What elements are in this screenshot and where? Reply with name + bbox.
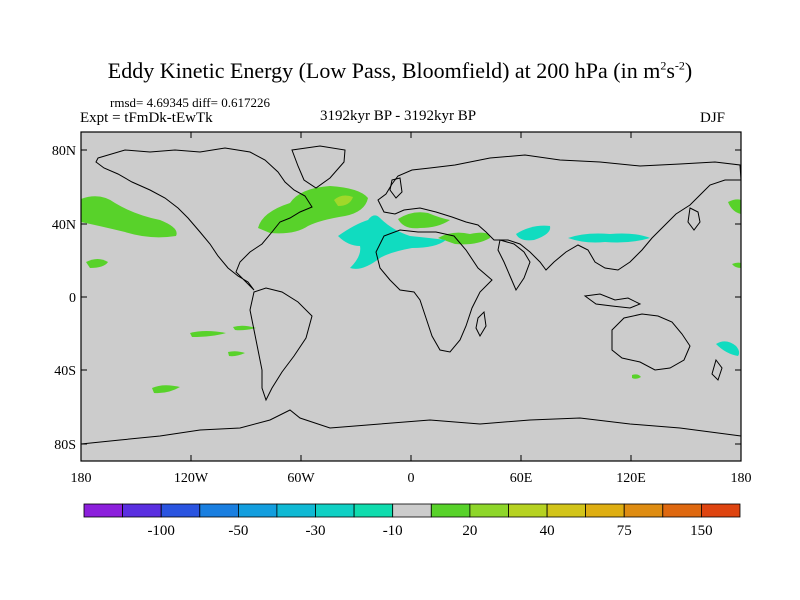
- x-label-120w: 120W: [174, 471, 209, 486]
- coast-uk: [389, 177, 403, 199]
- colorbar-box-1: [122, 503, 162, 518]
- colorbar-label-7: 150: [690, 523, 713, 539]
- colorbar-box-7: [353, 503, 394, 518]
- x-label-60w: 60W: [287, 471, 315, 486]
- period-label: 3192kyr BP - 3192kyr BP: [320, 108, 477, 124]
- coast-eurasia: [377, 154, 742, 271]
- colorbar-label-2: -30: [306, 523, 326, 539]
- x-label-120e: 120E: [616, 471, 646, 486]
- y-label-80n: 80N: [52, 144, 76, 159]
- patch-natl-core: [334, 195, 353, 206]
- anomaly-patches: [81, 186, 741, 394]
- x-label-180w: 180: [71, 471, 92, 486]
- x-label-180e: 180: [731, 471, 752, 486]
- coast-madagascar: [475, 310, 487, 338]
- colorbar-label-4: 20: [462, 523, 477, 539]
- title-mid: s: [666, 58, 675, 83]
- x-ticks: [80, 132, 742, 461]
- colorbar-box-15: [662, 503, 702, 518]
- title-sup-2: -2: [674, 58, 685, 73]
- colorbar-box-16: [701, 503, 741, 518]
- colorbar-box-4: [237, 503, 278, 518]
- patch-satl-green-2: [233, 325, 256, 331]
- colorbar-box-5: [276, 503, 316, 518]
- coast-africa: [375, 229, 493, 353]
- title-end: ): [684, 58, 693, 83]
- colorbar-label-0: -100: [147, 523, 175, 539]
- colorbar-label-3: -10: [383, 523, 403, 539]
- y-label-80s: 80S: [54, 438, 76, 453]
- colorbar-box-13: [585, 503, 625, 518]
- colorbar-box-9: [430, 503, 471, 518]
- colorbar-box-12: [546, 503, 587, 518]
- map-background: [81, 132, 741, 461]
- patch-so-green: [152, 385, 180, 394]
- colorbar-label-6: 75: [617, 523, 632, 539]
- coast-se-asia-islands: [583, 293, 642, 309]
- colorbar-box-2: [160, 503, 201, 518]
- patch-pac-cyan: [568, 233, 650, 243]
- colorbar-box-14: [623, 503, 664, 518]
- colorbar-box-11: [508, 503, 548, 518]
- season-label: DJF: [700, 110, 726, 126]
- patch-satl-green-1: [190, 331, 226, 337]
- coast-greenland: [291, 145, 346, 189]
- colorbar-label-5: 40: [540, 523, 555, 539]
- colorbar: [83, 503, 741, 518]
- y-label-0: 0: [69, 291, 76, 306]
- y-axis-labels: 80N 40N 0 40S 80S: [52, 144, 76, 453]
- coastlines: [80, 145, 742, 445]
- coast-north-america: [95, 147, 313, 291]
- x-axis-labels: 180 120W 60W 0 60E 120E 180: [71, 471, 752, 486]
- coast-australia: [611, 313, 691, 371]
- axis-ticks: [80, 132, 742, 461]
- coast-india: [497, 239, 531, 292]
- patch-med-green: [398, 212, 450, 229]
- figure-title: Eddy Kinetic Energy (Low Pass, Bloomfiel…: [0, 58, 800, 84]
- colorbar-box-3: [199, 503, 239, 518]
- patch-atl-cyan: [338, 215, 446, 269]
- colorbar-labels: -100 -50 -30 -10 20 40 75 150: [147, 523, 712, 539]
- patch-eastpac-green: [732, 262, 741, 268]
- title-main: Eddy Kinetic Energy (Low Pass, Bloomfiel…: [107, 58, 661, 83]
- patch-npac-green: [81, 196, 177, 238]
- x-label-60e: 60E: [510, 471, 533, 486]
- coast-japan: [687, 207, 701, 231]
- stats-text: rmsd= 4.69345 diff= 0.617226: [110, 95, 270, 110]
- colorbar-box-0: [83, 503, 123, 518]
- colorbar-box-6: [315, 503, 355, 518]
- coast-new-zealand: [711, 358, 723, 381]
- patch-nz-green: [632, 374, 641, 379]
- experiment-label: Expt = tFmDk-tEwTk: [80, 110, 213, 126]
- y-label-40s: 40S: [54, 364, 76, 379]
- x-label-0: 0: [408, 471, 415, 486]
- patch-asia-cyan: [516, 225, 551, 241]
- colorbar-label-1: -50: [228, 523, 248, 539]
- patch-tasman-cyan: [716, 341, 740, 356]
- y-ticks: [81, 149, 741, 445]
- patch-hawaii-green: [86, 259, 108, 268]
- title-sup-1: 2: [660, 58, 667, 73]
- colorbar-box-8: [392, 503, 432, 518]
- coast-south-america: [249, 287, 313, 402]
- y-label-40n: 40N: [52, 218, 76, 233]
- patch-npac-east-green: [728, 199, 741, 214]
- coast-antarctica: [80, 409, 742, 445]
- patch-satl-green-3: [228, 351, 245, 357]
- colorbar-box-10: [469, 503, 509, 518]
